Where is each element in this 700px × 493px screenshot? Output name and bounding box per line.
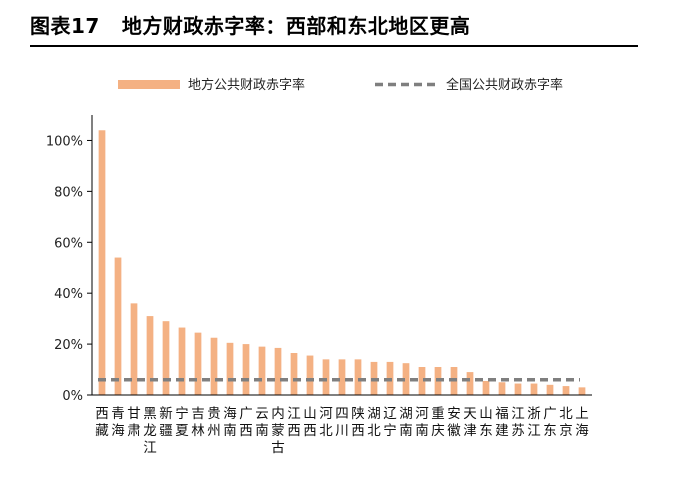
- y-tick-label: 20%: [54, 338, 83, 353]
- bar: [258, 346, 266, 395]
- figure-number: 图表17: [30, 14, 100, 38]
- bar: [98, 130, 106, 395]
- x-tick-label: 甘肃: [127, 406, 141, 439]
- x-tick-label: 湖北: [367, 406, 381, 439]
- x-tick-label: 广西: [239, 406, 253, 439]
- x-axis: 西藏青海甘肃黑龙江新疆宁夏吉林贵州海南广西云南内蒙古江西山西河北四川陕西湖北辽宁…: [92, 394, 592, 456]
- x-tick-label: 海南: [223, 406, 237, 439]
- x-tick-label: 内蒙古: [271, 406, 285, 456]
- figure-title-text: 地方财政赤字率：西部和东北地区更高: [121, 14, 471, 38]
- x-tick-label: 河南: [415, 406, 429, 439]
- bar: [354, 359, 362, 395]
- x-tick-label: 贵州: [207, 406, 221, 439]
- legend-bar-swatch: [118, 80, 180, 89]
- x-tick-label: 吉林: [191, 406, 205, 439]
- x-tick-label: 陕西: [351, 406, 365, 439]
- x-tick-label: 西藏: [95, 406, 109, 439]
- bar: [242, 344, 250, 395]
- x-tick-label: 四川: [335, 406, 349, 439]
- y-tick-label: 40%: [54, 287, 83, 302]
- bar: [162, 321, 170, 395]
- y-tick-label: 100%: [46, 134, 83, 149]
- figure-title: 图表17 地方财政赤字率：西部和东北地区更高: [30, 10, 470, 39]
- x-tick-label: 河北: [319, 406, 333, 439]
- x-tick-label: 宁夏: [175, 405, 189, 439]
- bar: [562, 386, 570, 395]
- legend-label-national: 全国公共财政赤字率: [446, 77, 563, 93]
- x-tick-label: 安徽: [447, 406, 461, 439]
- x-tick-label: 云南: [255, 406, 269, 439]
- x-tick-label: 山东: [479, 406, 493, 439]
- x-tick-label: 广东: [543, 406, 557, 439]
- bar: [226, 342, 234, 395]
- bar: [530, 383, 538, 395]
- y-tick-label: 80%: [54, 185, 83, 200]
- bar: [418, 367, 426, 395]
- bar: [194, 332, 202, 395]
- x-tick-label: 浙江: [527, 406, 541, 439]
- x-tick-label: 天津: [463, 406, 477, 439]
- x-tick-label: 黑龙江: [143, 406, 157, 456]
- x-tick-label: 山西: [303, 406, 317, 439]
- legend: 地方公共财政赤字率 全国公共财政赤字率: [118, 77, 563, 93]
- x-tick-label: 江西: [287, 406, 301, 439]
- bar: [322, 359, 330, 395]
- bar: [210, 337, 218, 395]
- y-tick-label: 0%: [62, 389, 83, 404]
- bar: [482, 381, 490, 395]
- bar: [178, 327, 186, 395]
- legend-label-local: 地方公共财政赤字率: [188, 77, 305, 93]
- x-tick-label: 上海: [575, 406, 589, 439]
- x-tick-label: 北京: [559, 406, 573, 439]
- x-tick-label: 福建: [495, 406, 509, 439]
- bar: [306, 355, 314, 395]
- bar: [466, 372, 474, 395]
- bar: [146, 316, 154, 395]
- bar: [578, 387, 586, 395]
- title-underline: [30, 45, 638, 47]
- bar: [274, 347, 282, 395]
- bar: [546, 384, 554, 395]
- bar: [290, 353, 298, 395]
- y-axis: 0% 20% 40% 60% 80% 100%: [46, 115, 93, 404]
- bar: [498, 382, 506, 395]
- bar: [114, 257, 122, 395]
- bar: [514, 383, 522, 395]
- x-tick-label: 湖南: [399, 406, 413, 439]
- y-tick-label: 60%: [54, 236, 83, 251]
- x-tick-label: 新疆: [159, 406, 173, 439]
- x-tick-label: 重庆: [431, 406, 445, 439]
- bars: [98, 130, 586, 395]
- x-tick-label: 青海: [111, 406, 125, 439]
- bar: [402, 363, 410, 395]
- bar: [338, 359, 346, 395]
- x-tick-label: 辽宁: [383, 406, 397, 439]
- x-tick-label: 江苏: [511, 406, 525, 439]
- bar: [130, 303, 138, 395]
